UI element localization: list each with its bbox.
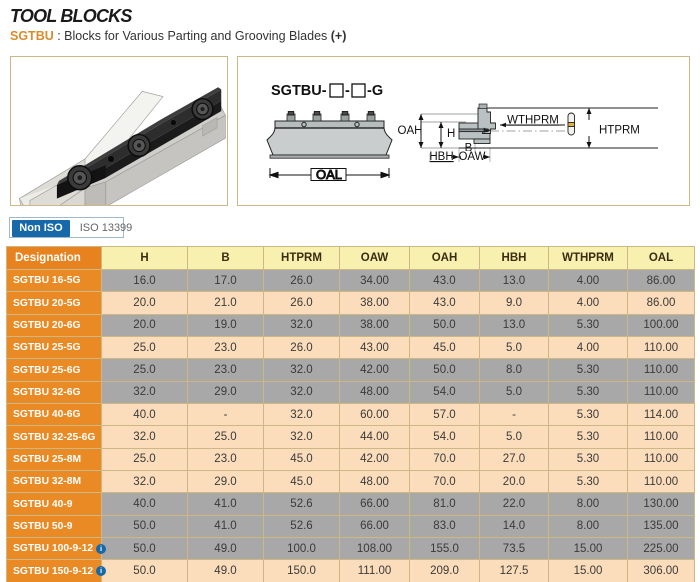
svg-text:OAL: OAL [316,167,342,182]
svg-text:OAW: OAW [458,151,485,163]
svg-text:-: - [345,83,350,99]
svg-text:SGTBU-: SGTBU- [271,83,327,99]
svg-text:WTHPRM: WTHPRM [507,115,559,127]
svg-text:HTPRM: HTPRM [599,125,640,137]
svg-text:OAH: OAH [398,125,423,137]
svg-text:H: H [447,128,455,140]
svg-text:HBH: HBH [429,151,453,163]
svg-text:-G: -G [367,83,383,99]
